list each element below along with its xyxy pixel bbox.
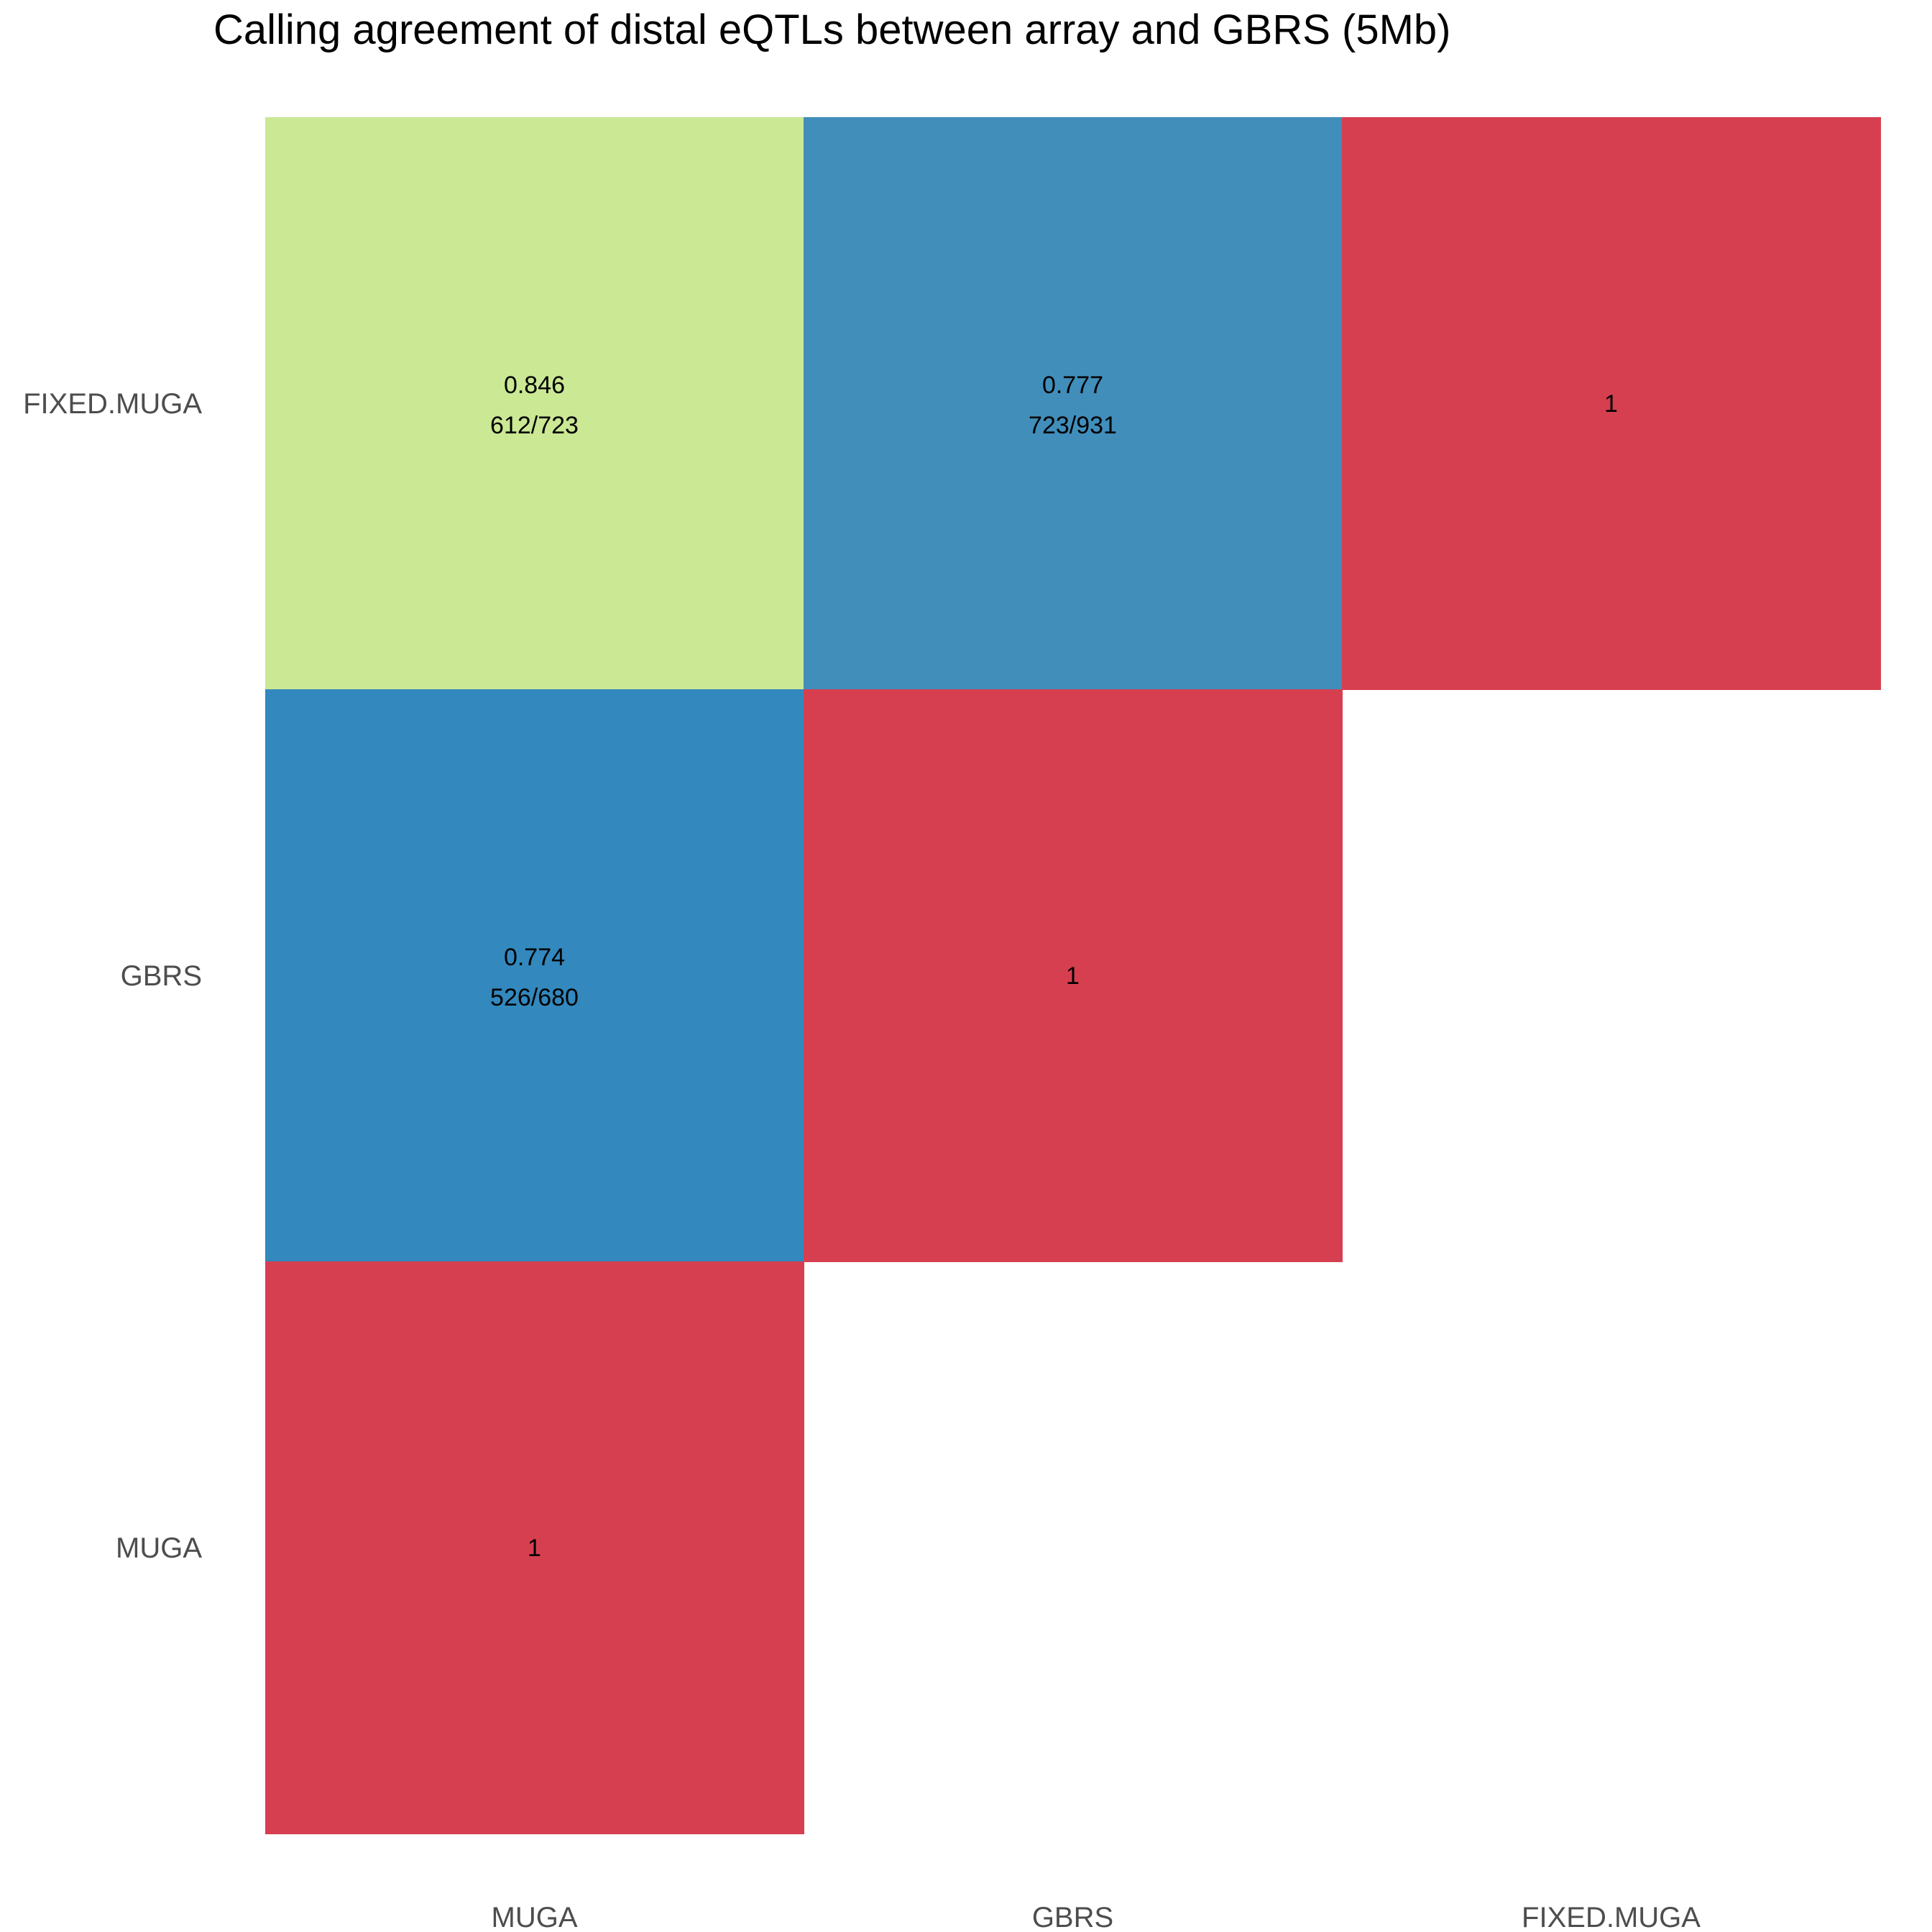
cells-layer bbox=[265, 117, 1881, 1834]
cell-count-label: 723/931 bbox=[1029, 412, 1117, 439]
heatmap-cell-gbrs-gbrs bbox=[804, 689, 1343, 1262]
x-tick-label-gbrs: GBRS bbox=[1032, 1902, 1113, 1932]
heatmap-cell-gbrs-fixed-muga bbox=[804, 117, 1343, 690]
cell-value-label: 0.774 bbox=[504, 944, 565, 971]
heatmap-cell-fixed-muga-fixed-muga bbox=[1342, 117, 1881, 690]
cell-value-label: 0.777 bbox=[1042, 372, 1103, 399]
cell-count-label: 526/680 bbox=[490, 984, 579, 1011]
y-tick-label-fixed-muga: FIXED.MUGA bbox=[23, 388, 202, 420]
cell-count-label: 612/723 bbox=[490, 412, 579, 439]
heatmap-cell-muga-gbrs bbox=[265, 689, 804, 1262]
cell-value-label: 0.846 bbox=[504, 372, 565, 399]
chart-title: Calling agreement of distal eQTLs betwee… bbox=[213, 6, 1451, 53]
y-tick-label-muga: MUGA bbox=[116, 1532, 202, 1564]
y-tick-label-gbrs: GBRS bbox=[121, 960, 202, 992]
heatmap-cell-muga-fixed-muga bbox=[265, 117, 804, 690]
cell-value-label: 1 bbox=[1604, 390, 1618, 418]
y-axis: FIXED.MUGA GBRS MUGA bbox=[23, 388, 202, 1564]
heatmap-cell-muga-muga bbox=[265, 1261, 804, 1834]
x-tick-label-muga: MUGA bbox=[492, 1902, 578, 1932]
cell-value-label: 1 bbox=[1066, 962, 1080, 990]
x-tick-label-fixed-muga: FIXED.MUGA bbox=[1522, 1902, 1701, 1932]
x-axis: MUGA GBRS FIXED.MUGA bbox=[492, 1902, 1701, 1932]
cell-value-label: 1 bbox=[528, 1535, 541, 1562]
cell-labels-layer: 0.846 612/723 0.777 723/931 1 0.774 526/680 1 1 bbox=[490, 372, 1618, 1562]
